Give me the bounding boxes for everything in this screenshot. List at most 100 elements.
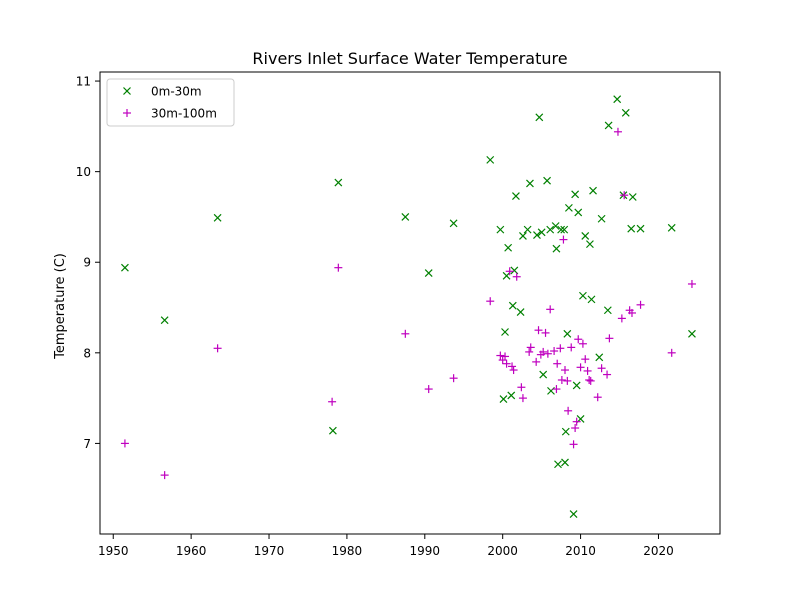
data-point — [547, 386, 555, 395]
data-point — [586, 376, 595, 385]
data-point — [517, 383, 526, 392]
data-point — [627, 224, 636, 233]
data-point — [496, 351, 505, 360]
data-point — [628, 193, 637, 201]
data-point — [507, 391, 516, 400]
data-point — [526, 179, 534, 188]
data-point — [597, 364, 606, 373]
data-point — [502, 359, 511, 368]
data-point — [667, 223, 676, 232]
data-point — [508, 362, 517, 371]
x-tick-label: 1960 — [176, 544, 207, 558]
data-point — [569, 510, 578, 518]
data-point — [572, 417, 581, 426]
data-point — [121, 263, 129, 272]
data-point — [559, 235, 568, 244]
data-point — [213, 344, 222, 353]
plot-frame — [99, 71, 721, 535]
data-point — [578, 339, 587, 348]
data-point — [519, 232, 527, 240]
y-tick-label: 10 — [76, 165, 91, 179]
data-point — [546, 305, 555, 314]
data-point — [532, 357, 541, 366]
data-point — [667, 348, 676, 357]
data-point — [636, 224, 645, 233]
series-30m-100m — [120, 127, 696, 480]
data-point — [534, 326, 543, 335]
data-point — [509, 366, 518, 375]
data-point — [604, 121, 613, 130]
data-point — [621, 108, 630, 117]
data-point — [499, 395, 508, 403]
y-tick-label: 7 — [83, 437, 91, 451]
data-point — [505, 267, 514, 276]
data-point — [543, 176, 552, 185]
data-point — [581, 355, 590, 364]
data-point — [328, 426, 337, 435]
y-tick-label: 9 — [83, 256, 91, 270]
data-point — [586, 240, 594, 249]
data-point — [401, 213, 410, 221]
data-point — [603, 306, 612, 315]
data-point — [160, 471, 169, 480]
legend-entry: 0m-30m — [123, 85, 202, 99]
data-point — [501, 328, 509, 336]
x-tick-label: 1950 — [98, 544, 129, 558]
data-point — [605, 334, 614, 343]
data-point — [574, 208, 583, 217]
data-point — [537, 228, 546, 237]
series-0m-30m — [121, 95, 696, 518]
data-point — [535, 113, 544, 122]
data-point — [512, 192, 520, 201]
data-point — [561, 366, 569, 375]
data-point — [539, 370, 548, 379]
data-point — [401, 329, 410, 338]
data-point — [627, 308, 636, 317]
data-point — [502, 271, 511, 280]
x-tick-label: 1990 — [410, 544, 441, 558]
data-point — [576, 363, 585, 372]
data-point — [564, 203, 573, 212]
data-point — [554, 460, 562, 469]
data-point — [595, 353, 604, 362]
chart-title: Rivers Inlet Surface Water Temperature — [252, 49, 567, 68]
data-point — [486, 155, 495, 164]
data-point — [512, 272, 521, 281]
y-tick-label: 8 — [83, 346, 91, 360]
data-point — [541, 328, 550, 337]
data-point — [334, 263, 343, 272]
data-point — [563, 376, 572, 385]
data-point — [585, 376, 594, 384]
data-point — [552, 244, 561, 253]
data-point — [213, 213, 222, 222]
data-point — [593, 393, 602, 402]
data-point — [504, 243, 513, 252]
data-point — [550, 347, 559, 356]
data-point — [620, 191, 629, 200]
legend-marker — [123, 87, 131, 95]
data-point — [567, 343, 576, 352]
data-point — [571, 190, 580, 199]
data-point — [552, 385, 561, 394]
data-point — [572, 381, 581, 390]
legend-label: 0m-30m — [151, 85, 202, 99]
data-point — [533, 231, 541, 239]
data-point — [597, 214, 606, 223]
data-point — [449, 219, 458, 228]
data-point — [525, 347, 534, 356]
data-point — [561, 458, 569, 467]
data-point — [328, 397, 337, 406]
data-point — [496, 225, 505, 234]
x-tick-label: 1980 — [332, 544, 363, 558]
legend-entry: 30m-100m — [123, 107, 217, 121]
data-point — [556, 344, 565, 353]
data-point — [589, 186, 597, 195]
data-point — [587, 295, 596, 304]
data-point — [501, 352, 510, 361]
data-point — [688, 329, 696, 338]
data-point — [543, 349, 552, 358]
data-point — [583, 366, 592, 375]
data-point — [424, 269, 433, 278]
data-point — [449, 374, 458, 383]
